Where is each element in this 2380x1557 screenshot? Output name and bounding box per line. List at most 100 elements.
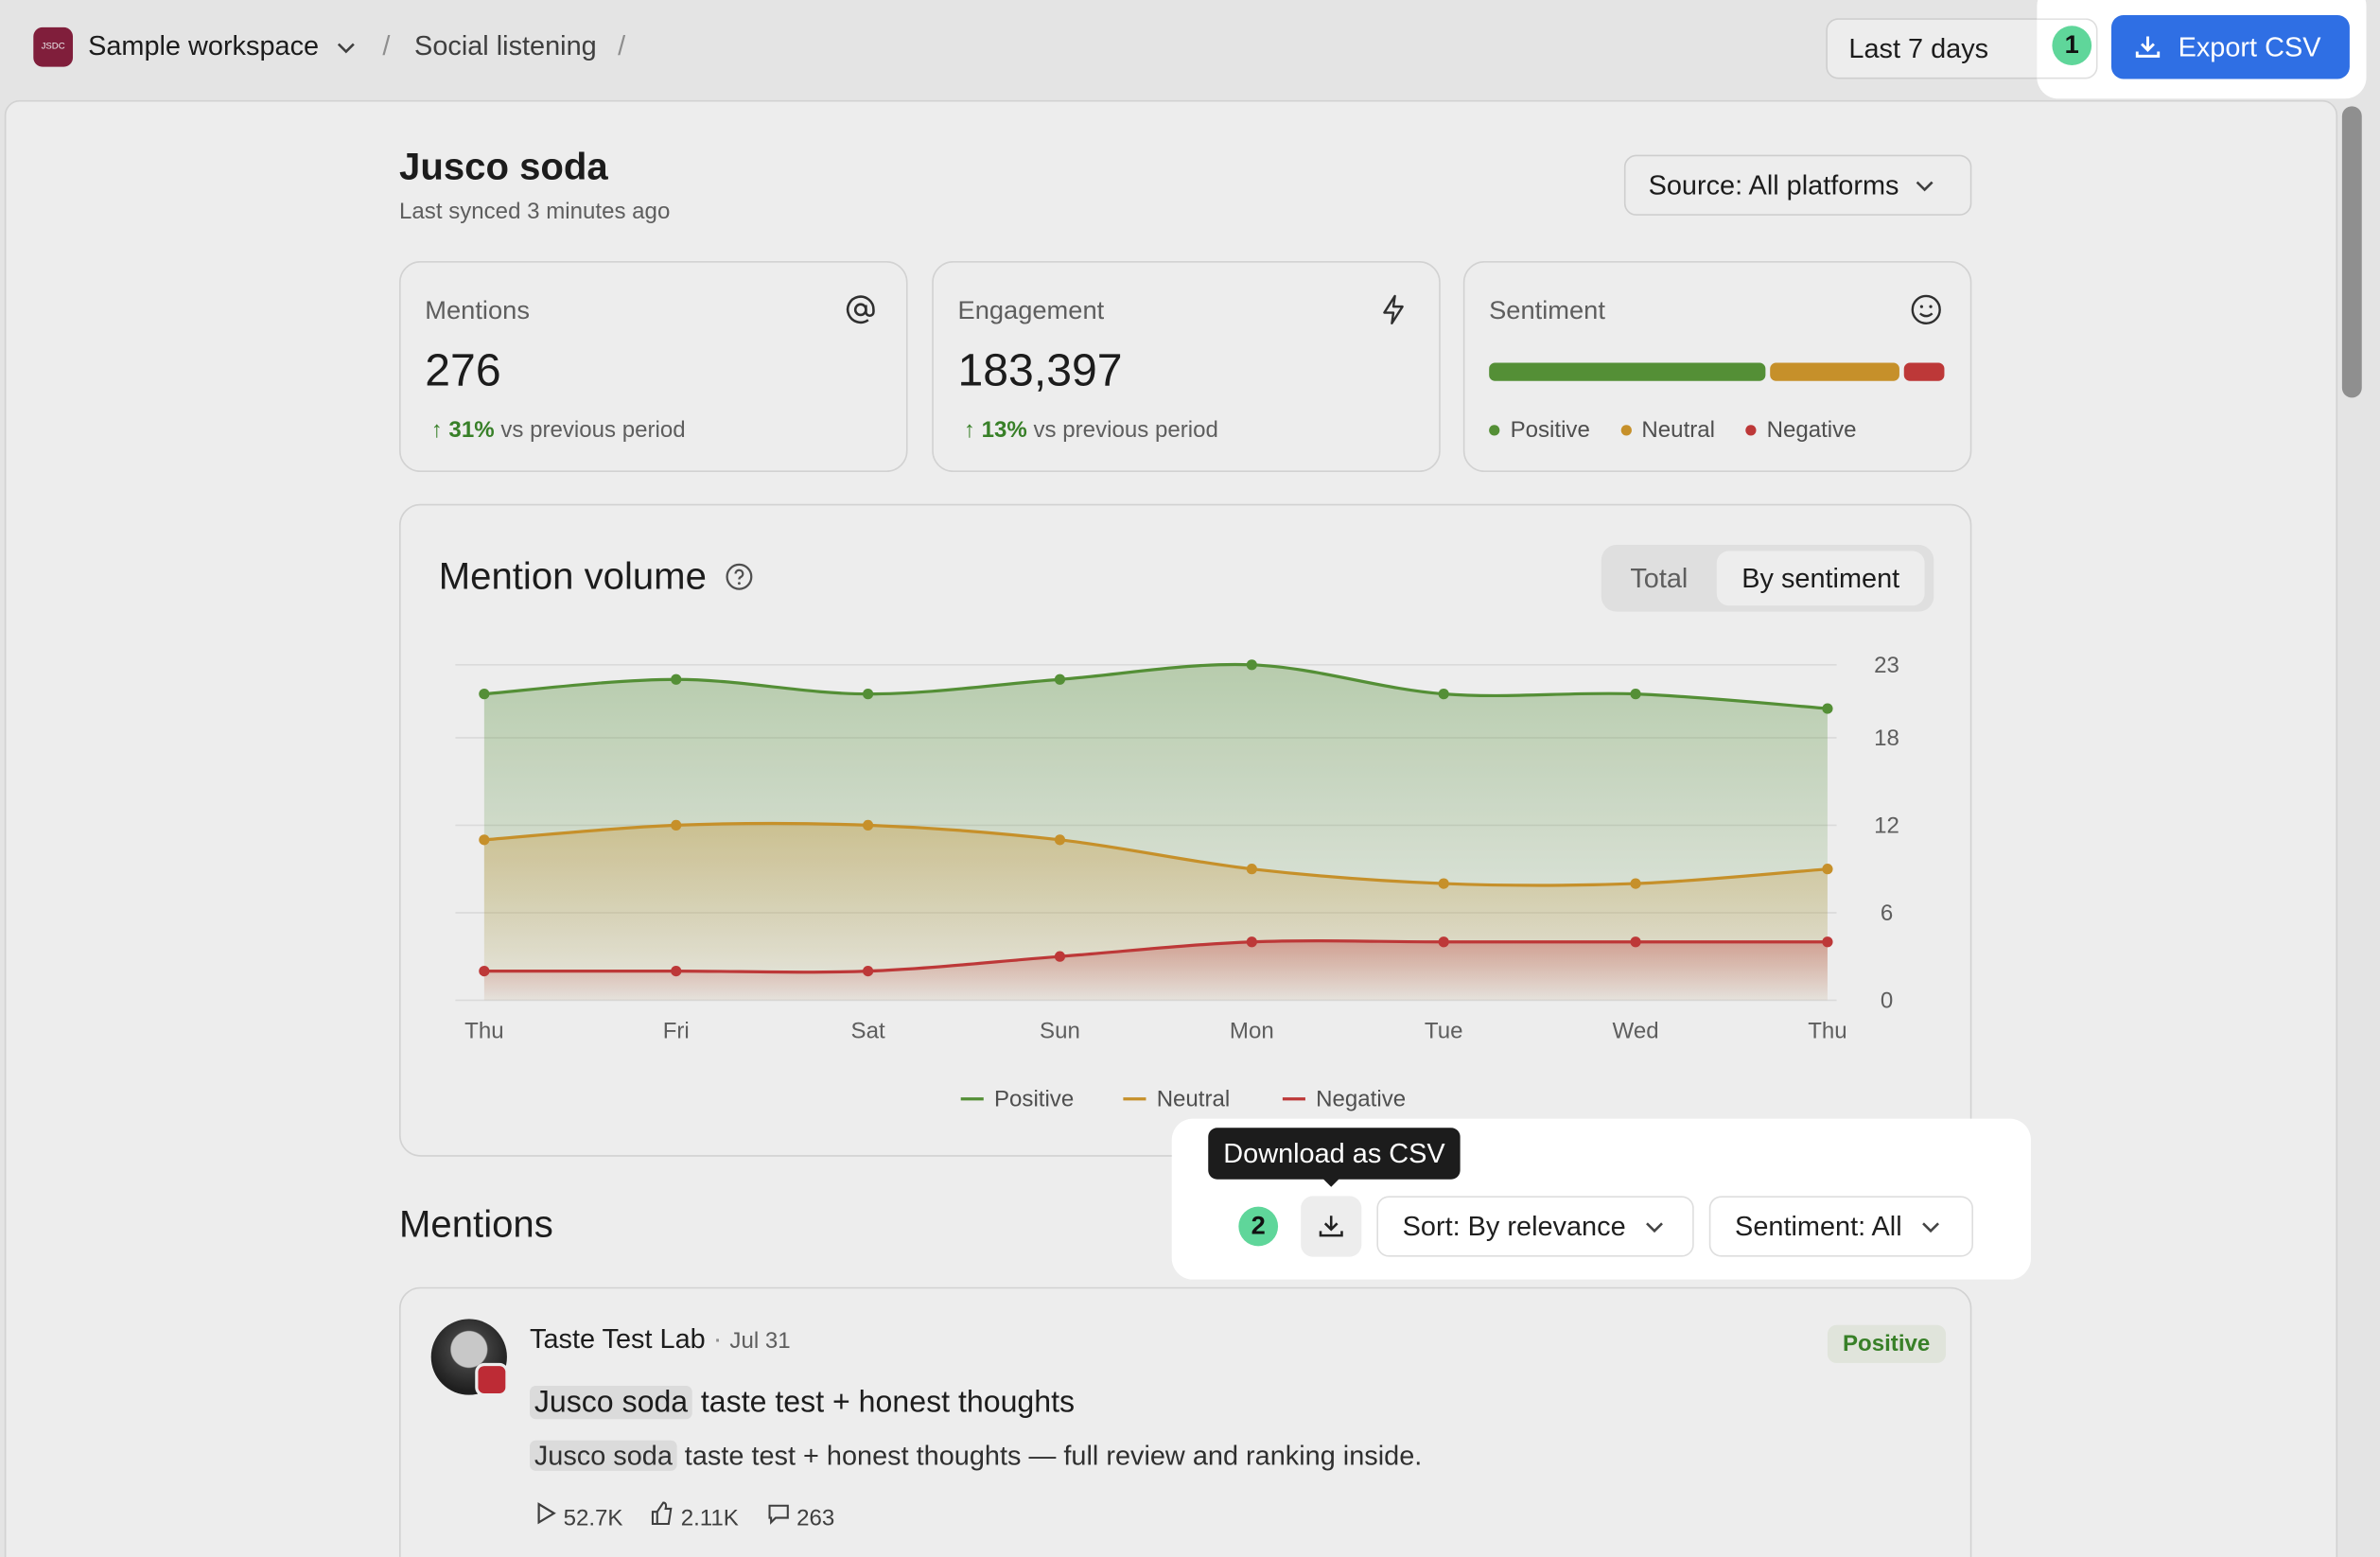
legend-item: Negative — [1745, 417, 1857, 444]
y-tick-label: 23 — [1874, 653, 1899, 678]
point — [1246, 936, 1257, 948]
card-change: ↑ 31% vs previous period — [430, 417, 686, 444]
point — [1054, 951, 1066, 962]
card-label: Mentions — [425, 295, 530, 325]
sentiment-select[interactable]: Sentiment: All — [1708, 1196, 1973, 1257]
views: 52.7K — [563, 1505, 623, 1532]
highlight: Jusco soda — [530, 1440, 677, 1471]
engagement-card: Engagement 183,397 ↑ 13% vs previous per… — [932, 260, 1441, 473]
range-select[interactable]: Last 7 days — [1826, 18, 2070, 79]
help-icon[interactable] — [724, 562, 754, 592]
note: vs previous period — [1033, 417, 1218, 444]
point — [1630, 878, 1641, 889]
scrollbar[interactable] — [2341, 106, 2362, 398]
breadcrumb[interactable]: Social listening — [414, 30, 597, 61]
sentiment-bar — [1489, 362, 1945, 381]
point — [1054, 674, 1066, 685]
likes: 2.11K — [680, 1505, 739, 1532]
legend-label: Neutral — [1641, 417, 1716, 444]
card-label: Engagement — [957, 295, 1105, 325]
card-change: ↑ 13% vs previous period — [963, 417, 1218, 444]
export-label: Export CSV — [2178, 30, 2321, 61]
download-icon — [1319, 1216, 1343, 1237]
chart: 0 6 12 18 23 Thu Fri Sat Sun Mon Tue Wed Thu Positive… — [455, 653, 1899, 1112]
area — [483, 940, 1828, 1001]
point — [1246, 659, 1257, 671]
legend-label: Positive — [1510, 417, 1590, 444]
legend-item: Positive — [1489, 417, 1590, 444]
sort-select[interactable]: Sort: By relevance — [1376, 1196, 1694, 1257]
legend-item: Neutral — [1619, 417, 1716, 444]
line — [483, 821, 1829, 887]
comment-icon — [767, 1504, 789, 1525]
point — [1822, 703, 1833, 714]
view-toggle: Total By sentiment — [1601, 545, 1934, 612]
download-button[interactable] — [1301, 1196, 1362, 1257]
toggle-total[interactable]: Total — [1630, 563, 1689, 594]
highlight: Jusco soda — [530, 1385, 692, 1420]
mentions-card: Mentions 276 ↑ 31% vs previous period — [399, 260, 908, 473]
change: 31% — [448, 417, 495, 444]
legend-label: Negative — [1766, 417, 1857, 444]
point — [671, 674, 682, 685]
legend-dot — [1619, 425, 1632, 436]
source-label: Source: All platforms — [1648, 168, 1899, 201]
bolt-icon — [1383, 294, 1404, 324]
mention-body: Jusco soda taste test + honest thoughts … — [530, 1440, 1422, 1473]
point — [1438, 878, 1449, 889]
stats: 52.7K 2.11K 263 — [533, 1501, 834, 1531]
youtube-icon — [475, 1362, 509, 1397]
x-tick-label: Sun — [1040, 1019, 1080, 1044]
point — [1630, 689, 1641, 700]
source-select[interactable]: Source: All platforms — [1623, 154, 1972, 216]
mention-item[interactable]: Taste Test Lab · Jul 31 Positive Jusco s… — [399, 1286, 1972, 1557]
chevron — [337, 43, 355, 54]
x-tick-label: Thu — [1808, 1019, 1846, 1044]
synced: Last synced 3 minutes ago — [399, 199, 671, 225]
change: 13% — [981, 417, 1027, 444]
chevron — [1922, 1222, 1940, 1233]
workspace-name[interactable]: Sample workspace — [88, 30, 320, 61]
spotlight-1: 1 Export CSV — [2037, 0, 2367, 99]
point — [1822, 936, 1833, 948]
y-tick-label: 6 — [1881, 901, 1893, 926]
comments: 263 — [796, 1505, 835, 1532]
at-icon — [846, 295, 875, 324]
line — [483, 939, 1828, 974]
x-tick-label: Fri — [663, 1019, 690, 1044]
export-button[interactable]: Export CSV — [2110, 15, 2350, 79]
step-badge: 2 — [1238, 1206, 1279, 1247]
mentions-title: Mentions — [399, 1203, 553, 1247]
workspace-logo: JSDC — [33, 26, 74, 67]
legend-dot — [1745, 425, 1757, 436]
toggle-sentiment[interactable]: By sentiment — [1716, 551, 1925, 606]
sentiment-segment — [1489, 362, 1766, 381]
like-icon — [652, 1501, 674, 1526]
range-label: Last 7 days — [1848, 32, 1989, 63]
y-tick-label: 18 — [1874, 726, 1899, 751]
point — [479, 689, 490, 700]
sentiment-card: Sentiment Positive Neutral Negative — [1462, 260, 1972, 473]
smile-icon — [1911, 294, 1941, 324]
point — [862, 689, 874, 700]
separator: / — [618, 30, 626, 61]
sentiment-segment — [1770, 362, 1899, 381]
legend-label: Positive — [994, 1087, 1074, 1112]
point — [479, 834, 490, 846]
author: Taste Test Lab · Jul 31 — [530, 1323, 791, 1355]
point — [862, 965, 874, 977]
chevron — [1646, 1222, 1664, 1233]
point — [1438, 689, 1449, 700]
point — [1630, 936, 1641, 948]
card-value: 276 — [425, 345, 501, 396]
chevron — [1916, 181, 1934, 192]
tooltip: Download as CSV — [1208, 1128, 1461, 1180]
x-tick-label: Mon — [1230, 1019, 1274, 1044]
step-badge: 1 — [2052, 26, 2092, 65]
y-tick-label: 0 — [1881, 988, 1893, 1013]
sentiment-badge: Positive — [1827, 1324, 1946, 1363]
y-tick-label: 12 — [1874, 813, 1899, 838]
point — [1438, 936, 1449, 948]
